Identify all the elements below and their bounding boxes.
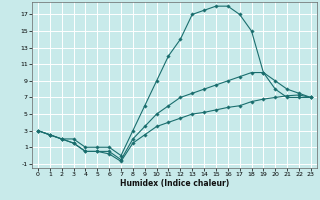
X-axis label: Humidex (Indice chaleur): Humidex (Indice chaleur) [120,179,229,188]
